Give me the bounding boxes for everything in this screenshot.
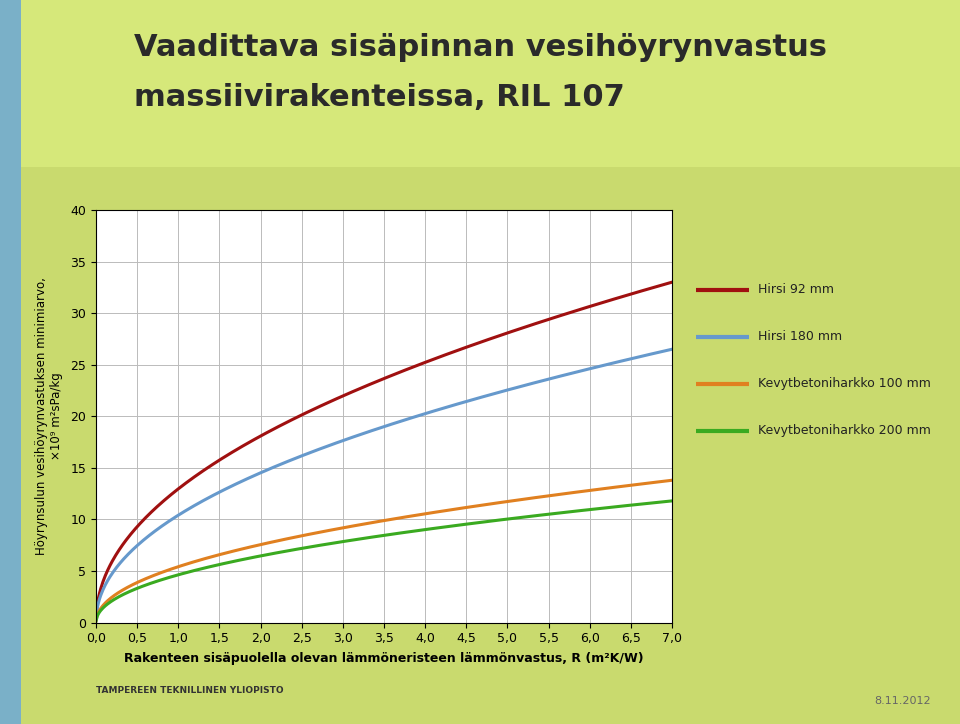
Y-axis label: Höyrynsulun vesihöyrynvastuksen minimiarvo,
×10⁹ m²sPa/kg: Höyrynsulun vesihöyrynvastuksen minimiar… [36, 277, 63, 555]
Kevytbetoniharkko 100 mm [364, 518, 375, 527]
Hirsi 180 mm [666, 345, 678, 353]
Hirsi 180 mm [433, 405, 444, 414]
Hirsi 92 mm [90, 613, 102, 622]
Hirsi 180 mm [653, 348, 664, 357]
Kevytbetoniharkko 100 mm [653, 478, 664, 487]
Text: 8.11.2012: 8.11.2012 [875, 696, 931, 706]
Text: massiivirakenteissa, RIL 107: massiivirakenteissa, RIL 107 [134, 83, 625, 112]
Kevytbetoniharkko 100 mm [666, 476, 678, 484]
Kevytbetoniharkko 200 mm [364, 533, 375, 542]
X-axis label: Rakenteen sisäpuolella olevan lämmöneristeen lämmönvastus, R (m²K/W): Rakenteen sisäpuolella olevan lämmöneris… [124, 652, 644, 665]
Hirsi 92 mm [368, 379, 379, 387]
Hirsi 180 mm [402, 415, 414, 424]
Kevytbetoniharkko 200 mm [666, 497, 678, 505]
Kevytbetoniharkko 100 mm [368, 518, 379, 527]
Text: Vaadittava sisäpinnan vesihöyrynvastus: Vaadittava sisäpinnan vesihöyrynvastus [134, 33, 828, 62]
Text: Hirsi 92 mm: Hirsi 92 mm [758, 283, 834, 296]
Kevytbetoniharkko 100 mm [90, 616, 102, 625]
Hirsi 92 mm [666, 278, 678, 287]
Hirsi 92 mm [563, 309, 574, 318]
Hirsi 180 mm [563, 370, 574, 379]
Kevytbetoniharkko 200 mm [433, 523, 444, 532]
Hirsi 180 mm [90, 615, 102, 623]
Hirsi 92 mm [653, 282, 664, 290]
Text: Kevytbetoniharkko 100 mm: Kevytbetoniharkko 100 mm [758, 377, 931, 390]
Line: Kevytbetoniharkko 200 mm: Kevytbetoniharkko 200 mm [96, 501, 672, 621]
Line: Kevytbetoniharkko 100 mm: Kevytbetoniharkko 100 mm [96, 480, 672, 620]
Hirsi 92 mm [433, 353, 444, 361]
Hirsi 180 mm [364, 427, 375, 436]
Text: Hirsi 180 mm: Hirsi 180 mm [758, 330, 843, 343]
Line: Hirsi 180 mm: Hirsi 180 mm [96, 349, 672, 619]
Hirsi 92 mm [364, 380, 375, 389]
Kevytbetoniharkko 200 mm [563, 508, 574, 516]
Text: Kevytbetoniharkko 200 mm: Kevytbetoniharkko 200 mm [758, 424, 931, 437]
Hirsi 92 mm [402, 365, 414, 374]
Text: TAMPEREEN TEKNILLINEN YLIOPISTO: TAMPEREEN TEKNILLINEN YLIOPISTO [96, 686, 283, 695]
Hirsi 180 mm [368, 426, 379, 434]
Kevytbetoniharkko 100 mm [563, 489, 574, 497]
Kevytbetoniharkko 100 mm [402, 513, 414, 521]
Kevytbetoniharkko 100 mm [433, 508, 444, 516]
Kevytbetoniharkko 200 mm [402, 528, 414, 536]
Kevytbetoniharkko 200 mm [368, 533, 379, 542]
Kevytbetoniharkko 200 mm [90, 617, 102, 626]
Line: Hirsi 92 mm: Hirsi 92 mm [96, 282, 672, 618]
Kevytbetoniharkko 200 mm [653, 498, 664, 507]
